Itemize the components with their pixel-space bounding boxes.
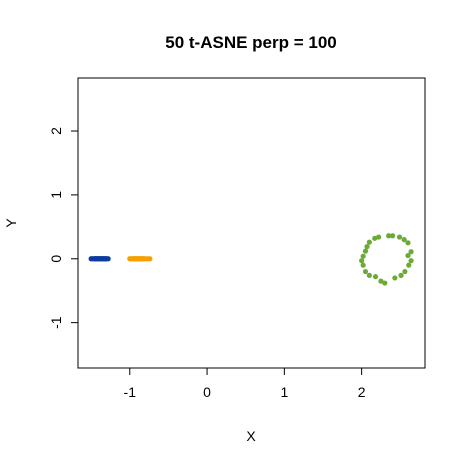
scatter-point <box>362 248 369 254</box>
y-axis-label: Y <box>3 218 19 228</box>
scatter-point <box>406 262 412 268</box>
scatter-point <box>389 233 396 239</box>
scatter-point <box>396 234 403 240</box>
scatter-point <box>105 256 111 262</box>
plot-area <box>77 77 426 369</box>
scatter-point <box>402 268 408 275</box>
scatter-point <box>366 272 372 278</box>
scatter-point <box>378 278 384 284</box>
y-tick-label: -1 <box>48 316 64 329</box>
scatter-point <box>376 234 382 240</box>
y-axis: -1 0 1 2 <box>48 127 78 329</box>
scatter-point <box>359 258 365 264</box>
scatter-point <box>360 253 366 259</box>
scatter-point <box>364 244 370 250</box>
data-points <box>88 233 414 286</box>
scatter-point <box>360 262 366 268</box>
x-tick-label: 0 <box>203 384 211 400</box>
scatter-point <box>392 275 398 281</box>
scatter-point <box>408 258 414 264</box>
x-tick-label: 2 <box>358 384 366 400</box>
scatter-point <box>408 249 414 255</box>
y-tick-label: 2 <box>48 127 64 135</box>
y-tick-label: 0 <box>48 255 64 263</box>
x-axis-label: X <box>246 428 256 444</box>
scatter-point <box>362 268 369 275</box>
scatter-point <box>386 233 392 239</box>
scatter-point <box>372 274 379 280</box>
scatter-point <box>405 240 411 246</box>
scatter-point <box>405 252 411 259</box>
scatter-point <box>382 280 388 286</box>
x-tick-label: -1 <box>124 384 137 400</box>
x-tick-label: 1 <box>280 384 288 400</box>
scatter-point <box>147 256 153 262</box>
x-axis: -1 0 1 2 <box>124 368 366 400</box>
chart-title: 50 t-ASNE perp = 100 <box>165 33 337 52</box>
y-tick-label: 1 <box>48 191 64 199</box>
scatter-point <box>401 237 407 243</box>
scatter-point <box>398 272 404 278</box>
scatter-point <box>366 239 372 245</box>
